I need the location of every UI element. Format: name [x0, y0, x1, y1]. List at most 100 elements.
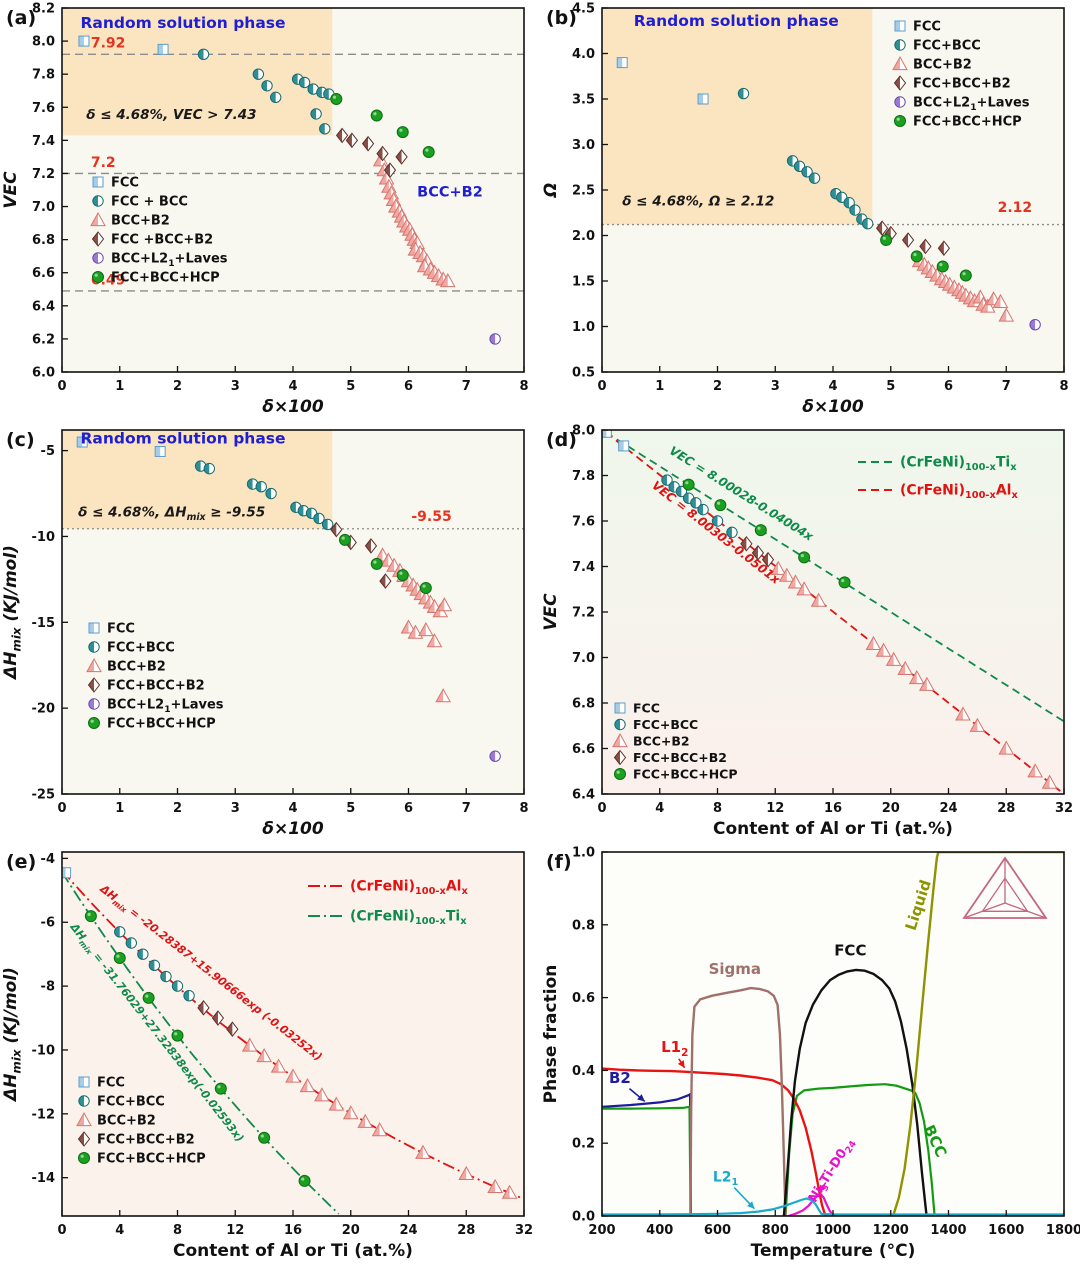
- x-tick-label: 2: [173, 801, 182, 816]
- x-tick-label: 1000: [815, 1223, 851, 1238]
- data-point-triangle: [357, 1113, 374, 1128]
- data-point-triangle: [918, 676, 935, 691]
- data-point-circle: [489, 750, 501, 762]
- legend-label: BCC+B2: [97, 1114, 156, 1129]
- data-point-triangle: [439, 272, 456, 288]
- data-point-circle: [265, 487, 277, 500]
- data-point-diamond: [379, 573, 392, 589]
- data-point-circle: [1029, 318, 1041, 331]
- panel-label: (e): [6, 851, 36, 873]
- annotation: B2: [609, 1069, 631, 1087]
- data-point-triangle: [969, 717, 986, 732]
- data-point-circle: [711, 515, 724, 527]
- annotation: L21​: [713, 1169, 739, 1188]
- data-point-sphere: [370, 557, 383, 570]
- plot-area: [62, 430, 524, 762]
- y-tick-label: -6: [41, 916, 55, 931]
- data-point-circle: [203, 462, 215, 475]
- x-tick-label: 12: [226, 1223, 244, 1238]
- x-tick-label: 1600: [988, 1223, 1024, 1238]
- legend-label: FCC: [111, 176, 139, 191]
- data-point-diamond: [875, 220, 889, 237]
- y-tick-label: 7.0: [572, 651, 595, 666]
- y-axis-title: Ω: [541, 183, 561, 198]
- y-tick-label: 7.8: [32, 68, 55, 83]
- data-point-triangle: [417, 621, 434, 637]
- data-point-circle: [737, 87, 750, 100]
- y-tick-label: 8.0: [572, 424, 595, 439]
- data-point-circle: [786, 155, 799, 167]
- legend-label: FCC: [97, 1076, 125, 1091]
- y-tick-label: 7.6: [572, 515, 595, 530]
- x-tick-label: 4: [115, 1223, 124, 1238]
- data-point-diamond: [751, 545, 765, 561]
- legend-label: FCC+BCC+B2: [913, 77, 1011, 92]
- legend-label: FCC + BCC: [111, 195, 188, 210]
- phase-curve: [784, 1083, 936, 1216]
- panel-label: (c): [6, 429, 35, 451]
- data-point-circle: [675, 485, 688, 498]
- data-point-diamond: [901, 232, 915, 248]
- data-point-sphere: [396, 569, 409, 582]
- data-point-circle: [697, 503, 709, 516]
- arrow-head: [747, 1201, 755, 1209]
- plot-area: [602, 430, 1064, 792]
- data-point-triangle: [770, 560, 786, 575]
- x-tick-label: 7: [462, 801, 471, 816]
- panel-e: ΔHmix​ = -20.28387+15.90666exp (-0.03252…: [0, 844, 540, 1266]
- data-point-circle: [861, 217, 874, 230]
- data-point-square: [894, 20, 906, 32]
- x-tick-label: 4: [288, 801, 297, 816]
- data-point-circle: [319, 123, 331, 135]
- data-point-circle: [78, 1095, 90, 1107]
- data-point-circle: [269, 91, 282, 104]
- data-point-sphere: [682, 478, 695, 491]
- data-point-triangle: [787, 574, 804, 589]
- y-tick-label: 6.4: [32, 299, 55, 314]
- annotation: δ ≤ 4.68%, Ω ≥ 2.12: [622, 193, 774, 209]
- plot-area: [602, 852, 1064, 1216]
- y-axis-title: VEC: [541, 593, 561, 631]
- data-point-diamond: [211, 1010, 225, 1026]
- data-point-triangle: [328, 1096, 345, 1111]
- data-point-triangle: [299, 1078, 316, 1093]
- x-tick-label: 4: [828, 379, 837, 394]
- x-tick-label: 6: [404, 379, 413, 394]
- y-tick-label: 7.2: [572, 606, 595, 621]
- x-tick-label: 1800: [1046, 1223, 1080, 1238]
- data-point-triangle: [955, 706, 971, 721]
- y-tick-label: 0.5: [572, 366, 595, 381]
- x-tick-label: 3: [231, 801, 240, 816]
- x-tick-label: 20: [882, 801, 900, 816]
- y-tick-label: 4.0: [572, 47, 595, 62]
- phase-curve: [891, 852, 1064, 1216]
- x-tick-label: 32: [1055, 801, 1073, 816]
- data-point-sphere: [113, 952, 126, 965]
- y-tick-label: 0.2: [572, 1137, 595, 1152]
- data-point-triangle: [415, 1144, 431, 1159]
- data-point-sphere: [419, 581, 432, 594]
- data-point-triangle: [241, 1037, 258, 1052]
- data-point-triangle: [796, 581, 812, 596]
- data-point-circle: [92, 195, 104, 207]
- data-point-triangle: [256, 1048, 272, 1063]
- y-tick-label: 4.5: [572, 2, 595, 17]
- legend-label: FCC+BCC: [913, 39, 981, 54]
- data-point-triangle: [885, 651, 902, 666]
- data-point-circle: [92, 252, 104, 264]
- y-tick-label: 7.6: [32, 101, 55, 116]
- data-point-diamond: [383, 162, 397, 178]
- data-point-diamond: [376, 145, 389, 162]
- x-tick-label: 200: [588, 1223, 615, 1238]
- y-tick-label: 7.2: [32, 167, 55, 182]
- legend-label: BCC+L21​+Laves: [913, 96, 1030, 113]
- x-tick-label: 1: [115, 379, 124, 394]
- data-point-square: [76, 436, 88, 448]
- arrow-head: [819, 1184, 826, 1193]
- line-legend-label: (CrFeNi)100-x​Tix​: [350, 909, 467, 928]
- data-point-circle: [137, 948, 149, 960]
- data-point-circle: [801, 166, 813, 178]
- y-tick-label: -15: [32, 616, 56, 631]
- panel-a: Random solution phase 7.92 7.2 6.49 δ ≤ 4.68…: [0, 0, 540, 422]
